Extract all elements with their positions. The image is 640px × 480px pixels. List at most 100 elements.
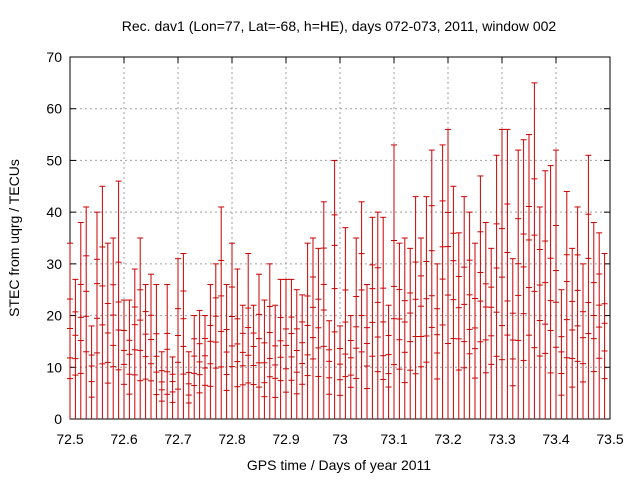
data-point [418,237,424,419]
data-point [99,185,106,419]
x-tick-label: 72.8 [218,431,245,447]
data-point [558,289,565,419]
data-point [283,278,289,419]
data-point [601,253,608,419]
data-point [234,268,241,419]
data-point [504,128,511,419]
data-point [115,180,122,419]
data-point [67,242,73,419]
data-point [358,201,365,419]
data-point [256,273,262,419]
x-axis-label: GPS time / Days of year 2011 [247,457,431,473]
data-point [131,268,138,419]
data-point [574,206,581,419]
data-point [94,211,100,419]
data-point [455,232,462,419]
data-point [121,299,127,419]
data-point [77,221,84,419]
data-point [499,128,505,419]
x-tick-label: 73.5 [596,431,623,447]
data-point [137,237,144,419]
data-point [563,190,570,419]
data-point [396,242,403,419]
data-point [158,351,165,419]
data-point [531,82,538,419]
x-tick-label: 73.3 [488,431,515,447]
data-point [509,258,516,419]
data-point [391,144,397,419]
x-tick-label: 72.5 [56,431,83,447]
data-point [315,247,322,419]
data-point [401,237,408,419]
x-tick-label: 73.1 [380,431,407,447]
data-point [180,253,187,419]
data-point [175,258,181,419]
data-point [466,211,473,419]
data-point [477,175,484,419]
x-tick-label: 73.4 [542,431,569,447]
data-point [374,211,381,419]
data-point [369,216,376,419]
data-point [164,284,171,419]
data-point [320,201,327,419]
data-point [299,294,306,419]
data-point [153,284,160,419]
data-point [364,284,370,419]
data-point [337,325,343,419]
data-point [142,284,149,419]
data-point [196,309,203,419]
y-tick-label: 40 [46,204,62,220]
data-point [288,278,295,419]
data-point [353,237,360,419]
data-point [185,351,192,419]
data-point [277,278,284,419]
data-point [148,273,154,419]
data-point [385,304,392,419]
data-point [326,320,333,419]
data-point [110,237,117,419]
data-point [412,196,419,419]
data-point [515,149,522,419]
data-point [169,356,176,419]
data-point [223,284,230,419]
data-point [212,263,219,419]
data-point [104,242,111,419]
data-point [261,299,268,419]
data-point [590,221,597,419]
data-point [83,206,90,419]
data-point [266,263,273,419]
x-tick-label: 72.7 [164,431,191,447]
data-point [536,206,543,419]
data-point [407,247,414,419]
data-point [547,165,554,419]
data-point [445,128,451,419]
data-point [331,159,338,419]
data-point [342,227,349,419]
data-point [493,154,500,419]
data-point [423,196,430,419]
data-point [250,304,257,419]
data-point [202,315,208,419]
x-tick-label: 72.6 [110,431,137,447]
data-point [229,242,235,419]
data-point [520,139,527,419]
data-point [245,253,252,419]
data-point [553,149,559,419]
chart-title: Rec. dav1 (Lon=77, Lat=-68, h=HE), days … [122,18,557,34]
data-point [482,221,489,419]
y-tick-label: 10 [46,359,62,375]
data-point [88,325,95,419]
data-point [72,278,79,419]
y-tick-label: 0 [54,411,62,427]
data-point [450,185,457,419]
data-point [569,247,576,419]
y-axis-label: STEC from uqrg / TECUs [6,159,22,317]
data-point [596,232,603,419]
data-point [293,289,300,419]
data-point [304,242,311,419]
x-tick-label: 72.9 [272,431,299,447]
data-point [218,206,225,419]
data-point [526,134,532,419]
data-series [67,82,608,419]
data-point [461,196,468,419]
